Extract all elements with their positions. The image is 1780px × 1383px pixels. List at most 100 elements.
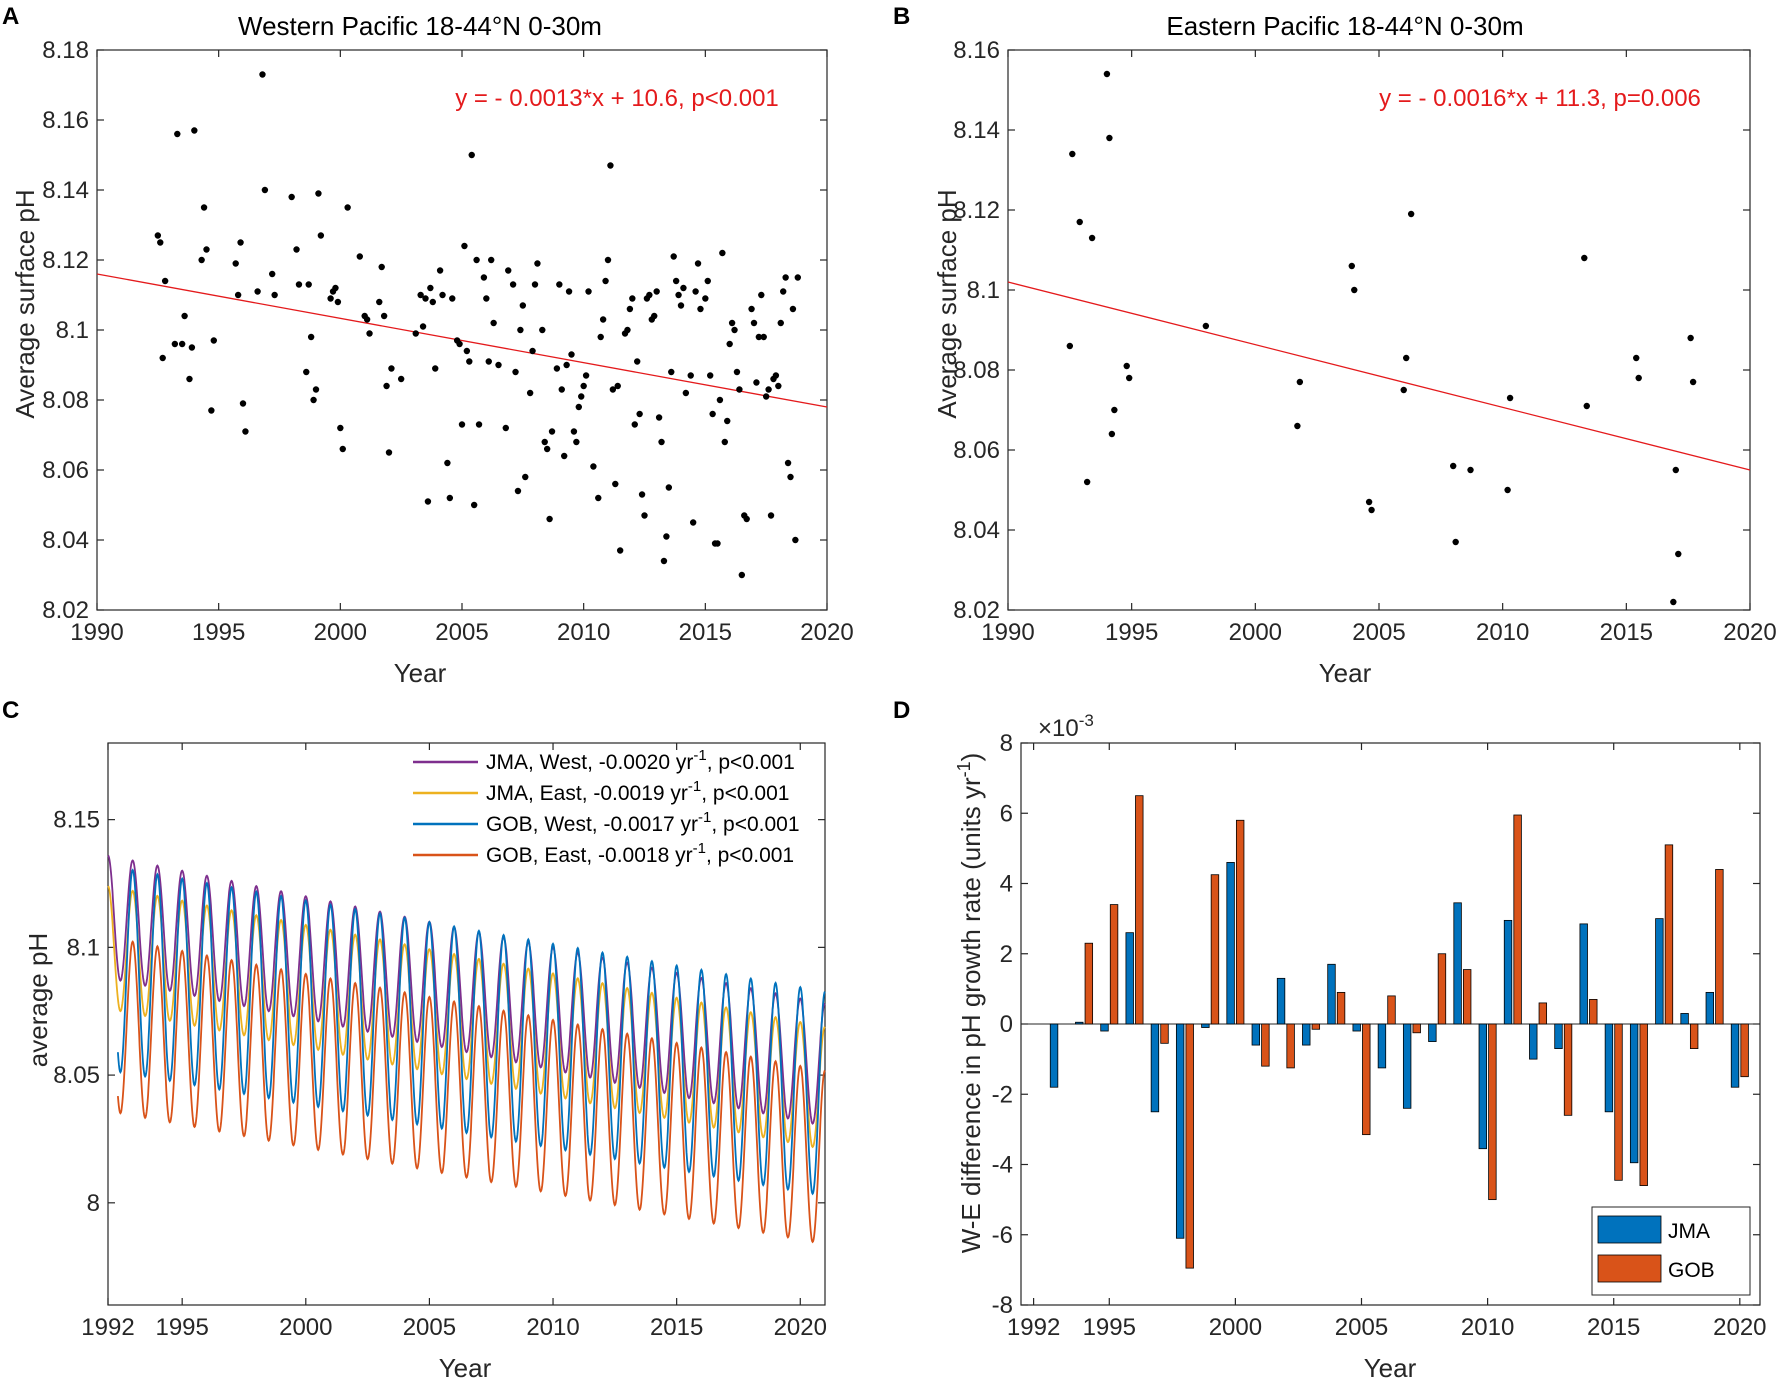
panel-a-xtick-label: 2000 (314, 619, 367, 646)
panel-d-bar-gob (1715, 869, 1724, 1025)
panel-a-data-point (519, 302, 527, 309)
panel-a-data-point (242, 428, 249, 435)
panel-b-ytick-label: 8.1 (967, 277, 1000, 304)
panel-b-data-point (1076, 218, 1083, 226)
panel-a-data-point (787, 473, 794, 481)
panel-a-data-point (517, 326, 524, 334)
panel-a-data-point (344, 204, 351, 211)
panel-b-data-point (1400, 386, 1407, 394)
panel-a-data-point (670, 253, 677, 260)
panel-a-data-point (651, 312, 658, 320)
panel-a-data-point (672, 277, 680, 285)
panel-a-data-point (307, 333, 315, 341)
panel-d-ytick-label: 8 (1000, 730, 1013, 757)
panel-b-data-point (1108, 430, 1116, 438)
panel-a-data-point (419, 323, 427, 330)
panel-a-xtick-label: 2010 (557, 619, 610, 646)
panel-d-bar-jma (1478, 1023, 1488, 1150)
panel-c-xtick-label: 2020 (774, 1314, 827, 1341)
panel-a-data-point (582, 372, 590, 379)
panel-a-data-point (728, 319, 736, 327)
panel-d-bar-gob (1109, 904, 1119, 1025)
panel-a-xtick-label: 1995 (192, 619, 245, 646)
panel-d-bar-gob (1740, 1023, 1749, 1078)
panel-a-data-point (470, 501, 478, 509)
panel-a-data-point (568, 351, 575, 358)
panel-a-data-point (463, 347, 471, 355)
panel-a-data-point (658, 438, 665, 446)
panel-a-data-point (385, 449, 393, 456)
panel-b-title: Eastern Pacific 18-44°N 0-30m (1166, 11, 1523, 41)
panel-b-data-point (1294, 422, 1301, 430)
panel-a-data-point (682, 389, 690, 397)
panel-a-data-point (412, 330, 419, 337)
panel-label-d: D (893, 697, 910, 724)
panel-a-data-point (444, 459, 451, 467)
panel-a-data-point (558, 386, 565, 393)
panel-d-bar-jma (1629, 1023, 1639, 1164)
panel-a-data-point (303, 368, 310, 376)
panel-b-data-point (1365, 498, 1373, 506)
panel-a-data-point (575, 403, 582, 411)
panel-b-data-point (1123, 362, 1130, 370)
panel-a-xtick-label: 1990 (70, 619, 123, 646)
panel-a-data-point (760, 333, 767, 341)
panel-a-data-point (356, 253, 363, 260)
panel-a-data-point (767, 512, 775, 519)
panel-c-xtick-label: 2010 (526, 1314, 579, 1341)
panel-a-data-point (429, 298, 436, 306)
panel-d-bar-jma (1175, 1023, 1185, 1239)
panel-a-equation: y = - 0.0013*x + 10.6, p<0.001 (455, 85, 779, 112)
panel-a-data-point (777, 319, 784, 327)
panel-b-xtick-label: 2010 (1476, 619, 1529, 646)
panel-d-bar-gob (1135, 795, 1144, 1025)
panel-d-ytick-label: -4 (992, 1152, 1013, 1179)
panel-d-bar-gob (1084, 942, 1094, 1025)
panel-b-axes: 1990 1995 2000 2005 2010 2015 2020 8.02 8.04 8.06… (953, 37, 1776, 646)
panel-d-ylabel: W-E difference in pH growth rate (units … (954, 753, 986, 1254)
panel-d-bar-gob (1689, 1023, 1699, 1049)
panel-a-data-point (376, 298, 383, 306)
panel-d-bar-jma (1554, 1023, 1563, 1049)
panel-a-data-point (200, 204, 208, 211)
panel-a-data-point (616, 547, 624, 554)
panel-d-bar-jma (1125, 932, 1134, 1025)
panel-d-bar-gob (1160, 1023, 1169, 1044)
panel-a-data-point (733, 368, 741, 376)
panel-a-data-point (232, 260, 239, 267)
panel-a-data-point (495, 361, 502, 369)
panel-label-a: A (2, 3, 19, 30)
panel-a-data-point (738, 571, 746, 579)
panel-d-exponent: ×10-3 (1038, 711, 1094, 742)
panel-a-data-point (483, 295, 490, 302)
panel-d-legend-label: GOB (1668, 1259, 1715, 1282)
panel-d-bar-jma (1604, 1023, 1614, 1113)
panel-d-bar-jma (1503, 919, 1513, 1025)
panel-a-data-point (612, 480, 619, 488)
panel-a-data-point (327, 295, 334, 302)
panel-a-xtick-label: 2015 (679, 619, 732, 646)
panel-d-ytick-label: 4 (1000, 871, 1013, 898)
panel-c-series-line (117, 940, 826, 1244)
panel-b-data-point (1452, 538, 1459, 546)
panel-a-data-point (315, 190, 322, 197)
panel-c-ytick-label: 8 (87, 1190, 100, 1217)
panel-a-data-point (707, 372, 714, 379)
panel-a-points (154, 71, 801, 579)
panel-a-data-point (427, 284, 434, 292)
panel-d-bar-jma (1377, 1023, 1387, 1069)
panel-d-xtick-label: 2000 (1209, 1314, 1262, 1341)
panel-a-data-point (565, 288, 573, 295)
panel-a-data-point (473, 256, 480, 264)
panel-a-data-point (239, 400, 247, 407)
panel-d-legend-label: JMA (1668, 1220, 1710, 1243)
panel-d-bar-jma (1075, 1021, 1084, 1025)
panel-a-axes: 1990 1995 2000 2005 2010 2015 2020 8.02 8.04 8.06… (42, 37, 853, 646)
panel-d-bar-gob (1286, 1023, 1295, 1069)
panel-a-data-point (782, 274, 789, 281)
panel-a-data-point (743, 515, 750, 523)
panel-a-xtick-label: 2020 (800, 619, 853, 646)
panel-b-data-point (1672, 466, 1680, 474)
panel-d-bar-jma (1680, 1013, 1689, 1025)
panel-a-data-point (210, 337, 217, 344)
